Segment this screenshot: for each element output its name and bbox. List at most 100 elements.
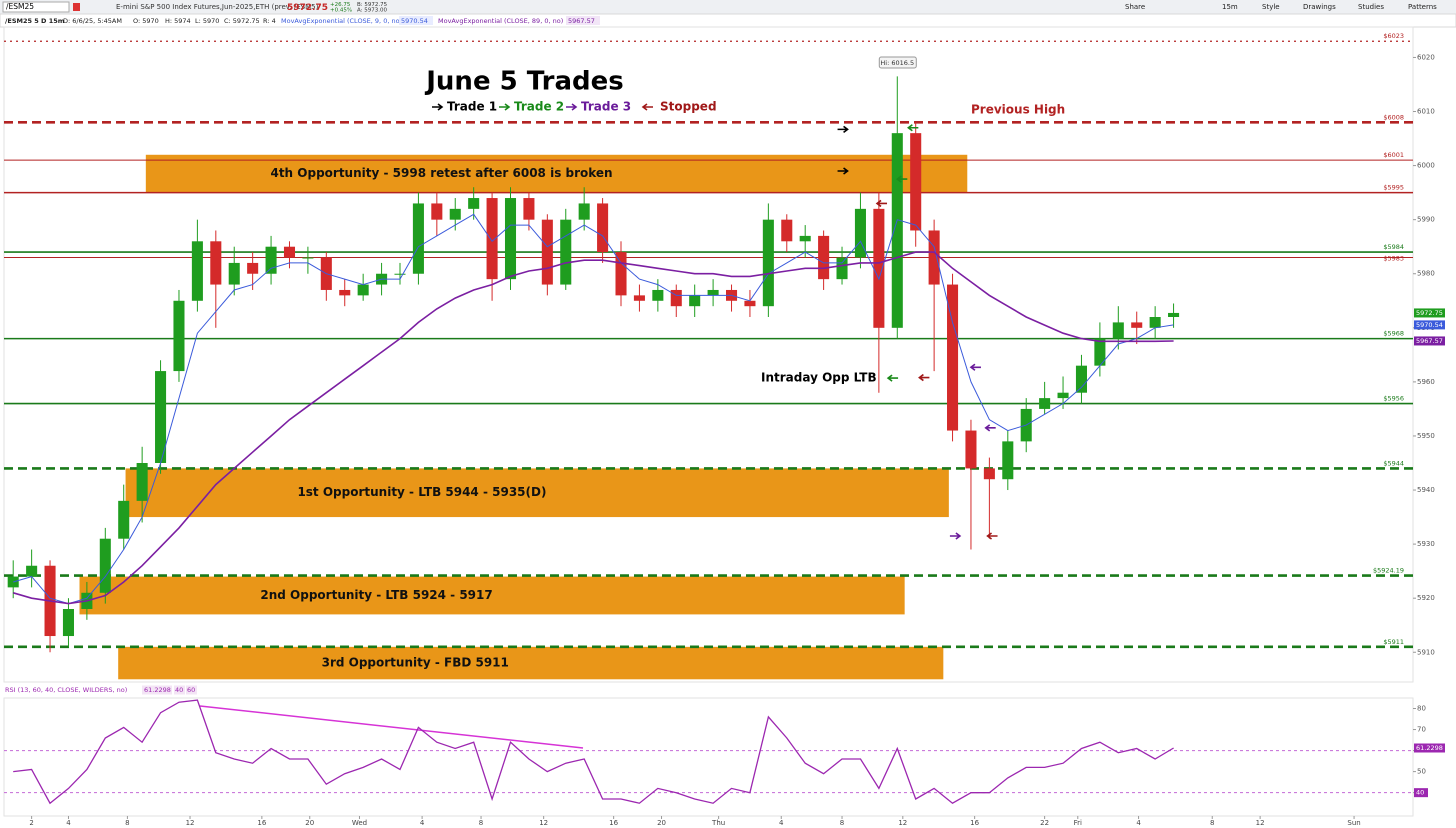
price-tag bbox=[1414, 336, 1445, 346]
candle-body bbox=[1002, 441, 1014, 480]
level-label: $5944 bbox=[1383, 459, 1404, 467]
legend-arrow bbox=[641, 103, 653, 111]
study-name: MovAvgExponential (CLOSE, 9, 0, no) bbox=[281, 17, 402, 25]
level-label: $5995 bbox=[1383, 184, 1404, 192]
legend-arrow bbox=[499, 103, 511, 111]
x-tick-label: Thu bbox=[711, 819, 725, 827]
rsi-level-value: 40 bbox=[175, 686, 183, 694]
candle-body bbox=[633, 295, 645, 301]
candle-body bbox=[541, 219, 553, 285]
rsi-tag bbox=[1414, 788, 1428, 798]
trade-arrow bbox=[984, 424, 996, 432]
rsi-value: 61.2298 bbox=[144, 686, 171, 694]
candle-body bbox=[891, 133, 903, 328]
trade-arrow bbox=[895, 175, 908, 183]
x-tick-label: 8 bbox=[840, 819, 844, 827]
x-tick-label: 12 bbox=[539, 819, 548, 827]
candle-body bbox=[1075, 365, 1087, 393]
candle-body bbox=[173, 300, 185, 372]
candle-body bbox=[412, 203, 424, 274]
header-range: R: 4 bbox=[263, 17, 276, 25]
y-tick-label: 5950 bbox=[1417, 432, 1435, 440]
toolbar-button[interactable]: Drawings bbox=[1303, 3, 1336, 11]
candle-body bbox=[357, 284, 369, 296]
candle-body bbox=[265, 246, 277, 274]
candle-body bbox=[1149, 317, 1161, 328]
candle-body bbox=[873, 208, 885, 328]
candle-body bbox=[799, 235, 811, 242]
candle-body bbox=[302, 257, 314, 259]
legend-label: Trade 2 bbox=[514, 100, 564, 114]
trade-arrow bbox=[907, 124, 919, 132]
trade-arrow bbox=[986, 532, 998, 540]
candle-body bbox=[781, 219, 793, 242]
x-tick-label: Wed bbox=[352, 819, 367, 827]
rsi-trendline bbox=[199, 705, 584, 749]
toolbar-button[interactable]: Studies bbox=[1358, 3, 1384, 11]
x-tick-label: 4 bbox=[66, 819, 71, 827]
y-tick-label: 6020 bbox=[1417, 53, 1435, 61]
candle-body bbox=[744, 300, 756, 307]
y-tick-label: 5940 bbox=[1417, 486, 1435, 494]
y-tick-label: 5960 bbox=[1417, 378, 1435, 386]
x-tick-label: 12 bbox=[898, 819, 907, 827]
toolbar-button[interactable]: 15m bbox=[1222, 3, 1238, 11]
rsi-level-box bbox=[174, 685, 185, 695]
legend-label: Trade 1 bbox=[447, 100, 497, 114]
legend-label: Stopped bbox=[660, 100, 717, 114]
candle-body bbox=[689, 295, 701, 307]
toolbar-button[interactable]: Style bbox=[1262, 3, 1280, 11]
y-tick-label: 5930 bbox=[1417, 540, 1435, 548]
rsi-tag bbox=[1414, 743, 1445, 753]
x-tick-label: 8 bbox=[1210, 819, 1214, 827]
header-chart-id: /ESM25 5 D 15m bbox=[5, 17, 65, 25]
header-high: H: 5974 bbox=[165, 17, 191, 25]
candle-body bbox=[1112, 322, 1124, 339]
x-tick-label: 20 bbox=[657, 819, 666, 827]
x-tick-label: 4 bbox=[779, 819, 784, 827]
candle-body bbox=[228, 262, 240, 285]
toolbar-bg bbox=[0, 0, 1456, 14]
zone bbox=[79, 576, 905, 615]
flag bbox=[73, 3, 80, 11]
candle-body bbox=[836, 257, 848, 280]
candle-body bbox=[118, 500, 130, 539]
legend-arrow bbox=[432, 103, 444, 111]
candle-body bbox=[394, 273, 406, 275]
candle-body bbox=[1039, 398, 1051, 409]
candle-body bbox=[910, 133, 922, 231]
study-name: MovAvgExponential (CLOSE, 89, 0, no) bbox=[438, 17, 563, 25]
y-tick-label: 70 bbox=[1417, 726, 1426, 734]
candle-body bbox=[431, 203, 443, 220]
level-label: $5968 bbox=[1383, 330, 1404, 338]
candle-body bbox=[1131, 322, 1143, 328]
candle-body bbox=[523, 198, 535, 220]
level-label: $6001 bbox=[1383, 151, 1404, 159]
candle-body bbox=[818, 235, 830, 280]
x-tick-label: 12 bbox=[1256, 819, 1265, 827]
symbol-box[interactable] bbox=[2, 1, 70, 13]
price-panel bbox=[3, 26, 1414, 683]
y-tick-label: 5910 bbox=[1417, 648, 1435, 656]
toolbar-button[interactable]: Share bbox=[1125, 3, 1145, 11]
candle-body bbox=[578, 203, 590, 220]
hi-label: Hi: 6016.5 bbox=[880, 59, 914, 67]
candle-body bbox=[283, 246, 296, 258]
price-tag-label: 5967.57 bbox=[1416, 337, 1443, 345]
study-value: 5967.57 bbox=[568, 17, 595, 25]
trade-arrow bbox=[837, 125, 849, 134]
trade-arrow bbox=[837, 167, 849, 175]
toolbar-button[interactable]: Patterns bbox=[1408, 3, 1437, 11]
candle-body bbox=[486, 198, 498, 280]
price-tag-label: 5972.75 bbox=[1416, 309, 1443, 317]
candle-body bbox=[1057, 392, 1069, 399]
zone bbox=[118, 646, 944, 680]
y-tick-label: 5920 bbox=[1417, 594, 1435, 602]
price-tag bbox=[1414, 308, 1445, 318]
level-label: $5956 bbox=[1383, 395, 1404, 403]
candle-body bbox=[26, 565, 38, 577]
rsi-tag-label: 61.2298 bbox=[1416, 744, 1443, 752]
zone bbox=[125, 468, 949, 518]
